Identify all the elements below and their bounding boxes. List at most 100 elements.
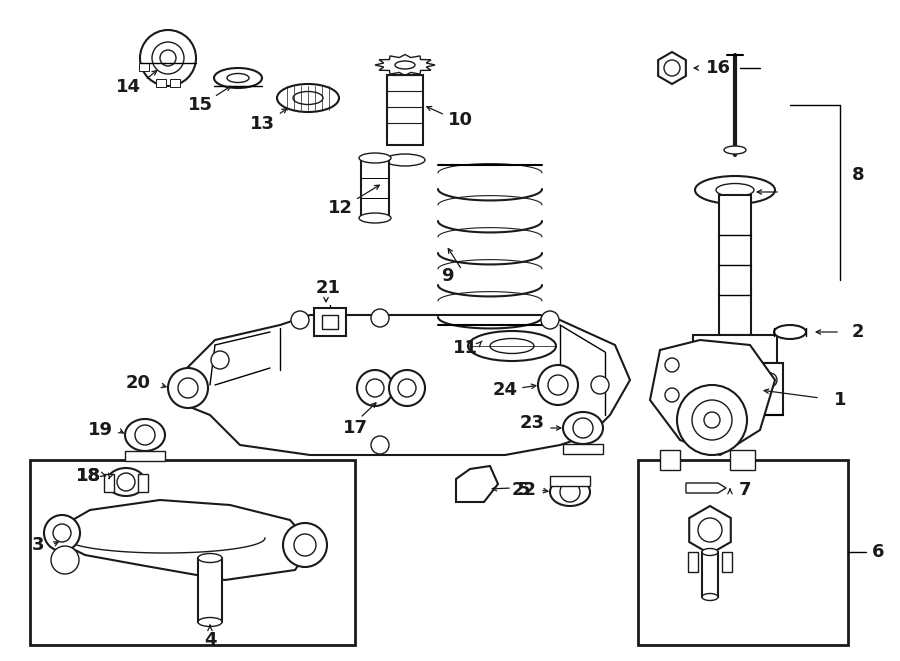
Text: 14: 14: [115, 78, 140, 96]
Circle shape: [693, 373, 707, 387]
Ellipse shape: [227, 73, 249, 83]
Text: 21: 21: [316, 279, 340, 297]
Bar: [719, 195, 751, 335]
Circle shape: [677, 385, 747, 455]
Text: 9: 9: [441, 267, 454, 285]
Circle shape: [160, 50, 176, 66]
Ellipse shape: [198, 617, 222, 627]
Polygon shape: [650, 340, 775, 455]
Circle shape: [591, 376, 609, 394]
Circle shape: [548, 375, 568, 395]
Ellipse shape: [214, 68, 262, 88]
Circle shape: [168, 368, 208, 408]
Bar: [550, 476, 590, 486]
Ellipse shape: [107, 468, 145, 496]
Circle shape: [541, 311, 559, 329]
Bar: [170, 79, 180, 87]
Ellipse shape: [385, 154, 425, 166]
Circle shape: [665, 388, 679, 402]
Circle shape: [291, 311, 309, 329]
Circle shape: [211, 351, 229, 369]
Ellipse shape: [550, 478, 590, 506]
Bar: [157, 79, 166, 87]
Polygon shape: [730, 450, 755, 470]
Ellipse shape: [563, 412, 603, 444]
Circle shape: [357, 370, 393, 406]
Circle shape: [371, 436, 389, 454]
Circle shape: [140, 30, 196, 86]
Bar: [30, 460, 355, 645]
Bar: [198, 558, 222, 622]
Ellipse shape: [702, 549, 718, 555]
Text: 1: 1: [833, 391, 846, 409]
Bar: [563, 444, 603, 454]
Text: 17: 17: [343, 419, 367, 437]
Polygon shape: [55, 500, 312, 580]
Circle shape: [538, 365, 578, 405]
Polygon shape: [658, 52, 686, 84]
Ellipse shape: [125, 419, 165, 451]
Ellipse shape: [359, 213, 391, 223]
Text: 4: 4: [203, 631, 216, 649]
Text: 5: 5: [518, 481, 530, 499]
Circle shape: [698, 518, 722, 542]
Ellipse shape: [490, 338, 534, 354]
Ellipse shape: [702, 594, 718, 600]
Polygon shape: [686, 483, 726, 493]
Circle shape: [763, 373, 777, 387]
Circle shape: [366, 379, 384, 397]
Polygon shape: [456, 466, 498, 502]
Bar: [322, 315, 338, 329]
Circle shape: [573, 418, 593, 438]
Polygon shape: [660, 450, 680, 470]
Circle shape: [117, 473, 135, 491]
Bar: [139, 63, 148, 71]
Bar: [693, 335, 777, 363]
Ellipse shape: [774, 325, 806, 339]
Text: 20: 20: [125, 374, 150, 392]
Bar: [638, 460, 848, 645]
Circle shape: [560, 482, 580, 502]
Bar: [314, 308, 346, 336]
Text: 19: 19: [87, 421, 112, 439]
Circle shape: [294, 534, 316, 556]
Text: 22: 22: [511, 481, 536, 499]
Ellipse shape: [198, 553, 222, 563]
Circle shape: [44, 515, 80, 551]
Text: 18: 18: [76, 467, 101, 485]
Circle shape: [664, 60, 680, 76]
Bar: [104, 474, 114, 492]
Circle shape: [283, 523, 327, 567]
Circle shape: [665, 358, 679, 372]
Text: 23: 23: [519, 414, 544, 432]
Bar: [688, 552, 698, 572]
Text: 18: 18: [76, 467, 101, 485]
Text: 2: 2: [851, 323, 864, 341]
Bar: [687, 363, 711, 415]
Polygon shape: [689, 506, 731, 554]
Circle shape: [51, 546, 79, 574]
Text: 16: 16: [706, 59, 731, 77]
Circle shape: [53, 524, 71, 542]
Polygon shape: [375, 54, 435, 75]
Text: 10: 10: [447, 111, 473, 129]
Circle shape: [389, 370, 425, 406]
Text: 13: 13: [249, 115, 274, 133]
Bar: [138, 474, 148, 492]
Bar: [387, 75, 423, 145]
Circle shape: [371, 309, 389, 327]
Circle shape: [692, 400, 732, 440]
Bar: [759, 363, 783, 415]
Text: 24: 24: [492, 381, 517, 399]
Ellipse shape: [695, 176, 775, 204]
Text: 8: 8: [851, 166, 864, 184]
Ellipse shape: [724, 146, 746, 154]
Ellipse shape: [395, 61, 415, 69]
Text: 11: 11: [453, 339, 478, 357]
Circle shape: [152, 42, 184, 74]
Circle shape: [398, 379, 416, 397]
Ellipse shape: [293, 91, 323, 104]
Circle shape: [178, 378, 198, 398]
Ellipse shape: [716, 184, 754, 196]
Ellipse shape: [277, 84, 339, 112]
